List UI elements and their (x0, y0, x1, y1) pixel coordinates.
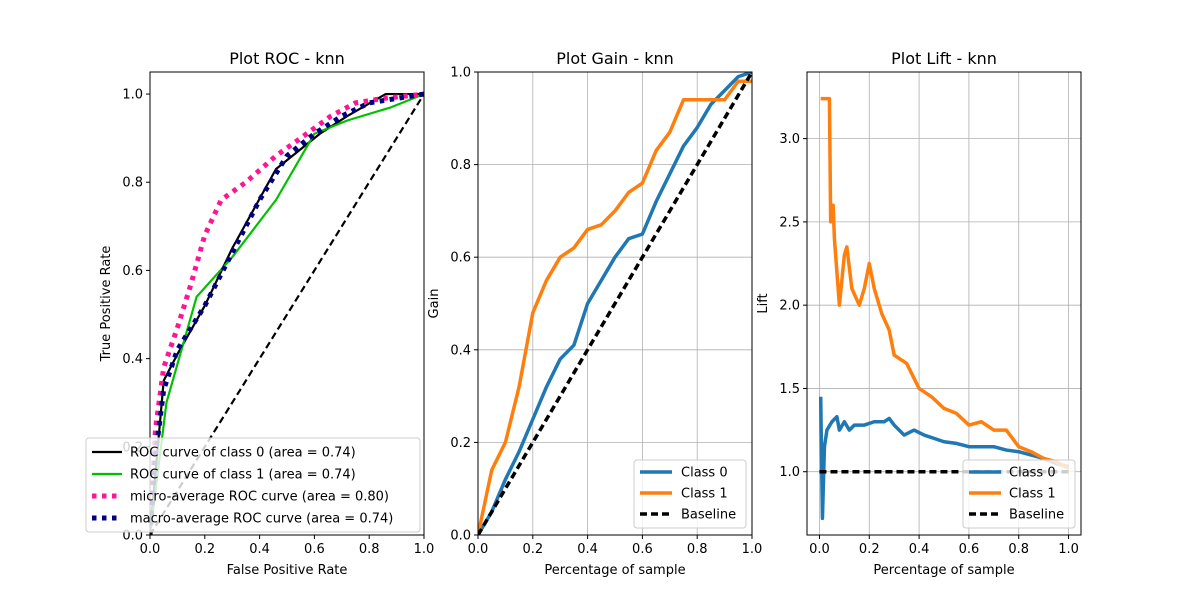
x-tick-label: 0.0 (809, 542, 830, 557)
y-tick-label: 2.5 (779, 215, 800, 230)
series-line-2 (150, 93, 424, 535)
legend-entry: micro-average ROC curve (area = 0.80) (130, 490, 389, 505)
axes-frame (806, 71, 1082, 536)
axes-frame (477, 71, 753, 536)
x-tick-label: 0.4 (577, 542, 598, 557)
x-tick-label: 0.8 (1008, 542, 1029, 557)
y-tick-label: 0.0 (450, 529, 471, 544)
y-tick-label: 3.0 (779, 132, 800, 147)
x-tick-label: 0.6 (959, 542, 980, 557)
legend-entry: Class 0 (681, 466, 728, 481)
y-axis-label: True Positive Rate (99, 246, 114, 363)
x-tick-label: 0.8 (359, 542, 380, 557)
series-line-1 (478, 72, 752, 535)
legend: Class 0 Class 1 Baseline (633, 459, 747, 529)
chart-title: Plot ROC - knn (229, 49, 345, 68)
x-axis-label: Percentage of sample (544, 563, 685, 578)
chart-1: 0.00.20.40.60.81.00.00.20.40.60.81.0Plot… (85, 49, 435, 578)
chart-3: 0.0 0.2 0.4 0.6 0.8 1.0 1.0 1.5 2.0 2.5 3.0 Plot Li… (756, 49, 1082, 578)
series-line-3 (478, 72, 752, 535)
legend-entry: macro-average ROC curve (area = 0.74) (130, 512, 393, 527)
x-tick-label: 0.6 (632, 542, 653, 557)
series-line-3 (150, 91, 424, 535)
y-tick-label: 1.0 (450, 66, 471, 81)
x-tick-label: 0.6 (304, 542, 325, 557)
y-tick-label: 1.0 (779, 465, 800, 480)
series-line-1 (818, 396, 1070, 521)
x-axis-label: False Positive Rate (227, 563, 348, 578)
series-line-2 (478, 79, 752, 535)
legend-entry: Class 1 (1009, 487, 1056, 502)
legend: ROC curve of class 0 (area = 0.74) ROC cu… (85, 437, 421, 533)
x-tick-label: 1.0 (414, 542, 435, 557)
y-axis-label: Lift (756, 293, 771, 313)
x-tick-label: 0.4 (249, 542, 270, 557)
y-tick-label: 0.6 (450, 251, 471, 266)
y-axis-label: Gain (427, 289, 442, 319)
x-tick-label: 1.0 (742, 542, 763, 557)
x-tick-label: 0.4 (909, 542, 930, 557)
x-tick-label: 0.0 (140, 542, 161, 557)
chart-title: Plot Gain - knn (556, 49, 674, 68)
y-tick-label: 0.8 (450, 158, 471, 173)
y-tick-label: 0.8 (122, 176, 143, 191)
legend-entry: Class 1 (681, 487, 728, 502)
series-line-5 (150, 93, 424, 535)
y-tick-label: 0.4 (450, 343, 471, 358)
axes-frame (149, 71, 425, 536)
y-tick-label: 1.5 (779, 382, 800, 397)
chart-title: Plot Lift - knn (891, 49, 997, 68)
legend-entry: Baseline (681, 508, 736, 523)
legend-entry: ROC curve of class 0 (area = 0.74) (130, 446, 356, 461)
legend-entry: Class 0 (1009, 466, 1056, 481)
legend: Class 0 Class 1 Baseline (962, 459, 1076, 529)
x-axis-label: Percentage of sample (873, 563, 1014, 578)
y-tick-label: 0.4 (122, 352, 143, 367)
x-tick-label: 0.2 (522, 542, 543, 557)
chart-2: 0.0 0.2 0.4 0.6 0.8 1.0 0.0 0.2 0.4 0.6 0.8 1.0 Plot… (427, 49, 762, 578)
series-line-1 (150, 92, 424, 535)
x-tick-label: 0.2 (194, 542, 215, 557)
x-tick-label: 0.0 (468, 542, 489, 557)
y-tick-label: 2.0 (779, 299, 800, 314)
y-tick-label: 0.2 (450, 436, 471, 451)
legend-entry: Baseline (1009, 508, 1064, 523)
y-tick-label: 0.6 (122, 264, 143, 279)
series-line-2 (820, 96, 1070, 470)
legend-entry: ROC curve of class 1 (area = 0.74) (130, 468, 356, 483)
x-tick-label: 0.8 (687, 542, 708, 557)
x-tick-label: 0.2 (859, 542, 880, 557)
x-tick-label: 1.0 (1058, 542, 1079, 557)
y-tick-label: 1.0 (122, 88, 143, 103)
